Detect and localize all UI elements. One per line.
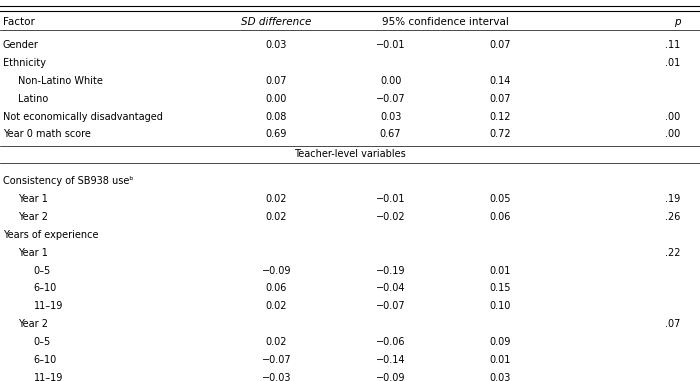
- Text: 0.07: 0.07: [490, 94, 511, 104]
- Text: Gender: Gender: [3, 40, 38, 50]
- Text: −0.04: −0.04: [376, 283, 405, 293]
- Text: .22: .22: [665, 248, 680, 258]
- Text: .01: .01: [665, 58, 680, 68]
- Text: Ethnicity: Ethnicity: [3, 58, 45, 68]
- Text: 0.00: 0.00: [266, 94, 287, 104]
- Text: Year 2: Year 2: [18, 212, 48, 222]
- Text: −0.09: −0.09: [376, 373, 405, 381]
- Text: Years of experience: Years of experience: [3, 230, 98, 240]
- Text: Consistency of SB938 useᵇ: Consistency of SB938 useᵇ: [3, 176, 133, 186]
- Text: 0.01: 0.01: [490, 266, 511, 275]
- Text: 0.03: 0.03: [380, 112, 401, 122]
- Text: −0.03: −0.03: [262, 373, 291, 381]
- Text: p: p: [674, 17, 680, 27]
- Text: .00: .00: [665, 130, 680, 139]
- Text: 0.15: 0.15: [490, 283, 511, 293]
- Text: 0.02: 0.02: [266, 301, 287, 311]
- Text: Year 0 math score: Year 0 math score: [3, 130, 91, 139]
- Text: 0–5: 0–5: [34, 337, 51, 347]
- Text: 0.06: 0.06: [490, 212, 511, 222]
- Text: 0.05: 0.05: [490, 194, 511, 204]
- Text: Latino: Latino: [18, 94, 48, 104]
- Text: 0.03: 0.03: [490, 373, 511, 381]
- Text: 0.02: 0.02: [266, 212, 287, 222]
- Text: 0.09: 0.09: [490, 337, 511, 347]
- Text: −0.07: −0.07: [262, 355, 291, 365]
- Text: 0.12: 0.12: [490, 112, 511, 122]
- Text: −0.06: −0.06: [376, 337, 405, 347]
- Text: −0.02: −0.02: [376, 212, 405, 222]
- Text: SD difference: SD difference: [241, 17, 312, 27]
- Text: 0.08: 0.08: [266, 112, 287, 122]
- Text: .26: .26: [665, 212, 680, 222]
- Text: −0.07: −0.07: [376, 301, 405, 311]
- Text: 6–10: 6–10: [34, 355, 57, 365]
- Text: 0.10: 0.10: [490, 301, 511, 311]
- Text: Teacher-level variables: Teacher-level variables: [294, 149, 406, 159]
- Text: 0–5: 0–5: [34, 266, 51, 275]
- Text: −0.01: −0.01: [376, 194, 405, 204]
- Text: 0.02: 0.02: [266, 194, 287, 204]
- Text: 0.07: 0.07: [490, 40, 511, 50]
- Text: −0.07: −0.07: [376, 94, 405, 104]
- Text: 0.01: 0.01: [490, 355, 511, 365]
- Text: 0.00: 0.00: [380, 76, 401, 86]
- Text: −0.19: −0.19: [376, 266, 405, 275]
- Text: Factor: Factor: [3, 17, 35, 27]
- Text: 11–19: 11–19: [34, 301, 63, 311]
- Text: 95% confidence interval: 95% confidence interval: [382, 17, 509, 27]
- Text: −0.09: −0.09: [262, 266, 291, 275]
- Text: −0.01: −0.01: [376, 40, 405, 50]
- Text: 6–10: 6–10: [34, 283, 57, 293]
- Text: 0.07: 0.07: [266, 76, 287, 86]
- Text: 11–19: 11–19: [34, 373, 63, 381]
- Text: Not economically disadvantaged: Not economically disadvantaged: [3, 112, 162, 122]
- Text: Year 1: Year 1: [18, 194, 48, 204]
- Text: .00: .00: [665, 112, 680, 122]
- Text: .19: .19: [665, 194, 680, 204]
- Text: 0.72: 0.72: [490, 130, 511, 139]
- Text: .07: .07: [665, 319, 680, 329]
- Text: −0.14: −0.14: [376, 355, 405, 365]
- Text: .11: .11: [665, 40, 680, 50]
- Text: Non-Latino White: Non-Latino White: [18, 76, 103, 86]
- Text: Year 1: Year 1: [18, 248, 48, 258]
- Text: 0.02: 0.02: [266, 337, 287, 347]
- Text: 0.06: 0.06: [266, 283, 287, 293]
- Text: 0.03: 0.03: [266, 40, 287, 50]
- Text: 0.14: 0.14: [490, 76, 511, 86]
- Text: 0.69: 0.69: [266, 130, 287, 139]
- Text: Year 2: Year 2: [18, 319, 48, 329]
- Text: 0.67: 0.67: [380, 130, 401, 139]
